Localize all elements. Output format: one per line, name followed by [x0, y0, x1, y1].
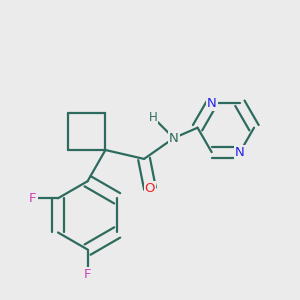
Text: H: H — [148, 111, 157, 124]
Text: O: O — [145, 182, 155, 195]
Text: F: F — [84, 268, 91, 281]
Text: F: F — [29, 192, 37, 205]
Text: N: N — [235, 146, 245, 159]
Text: N: N — [207, 97, 217, 110]
Text: N: N — [169, 132, 179, 145]
